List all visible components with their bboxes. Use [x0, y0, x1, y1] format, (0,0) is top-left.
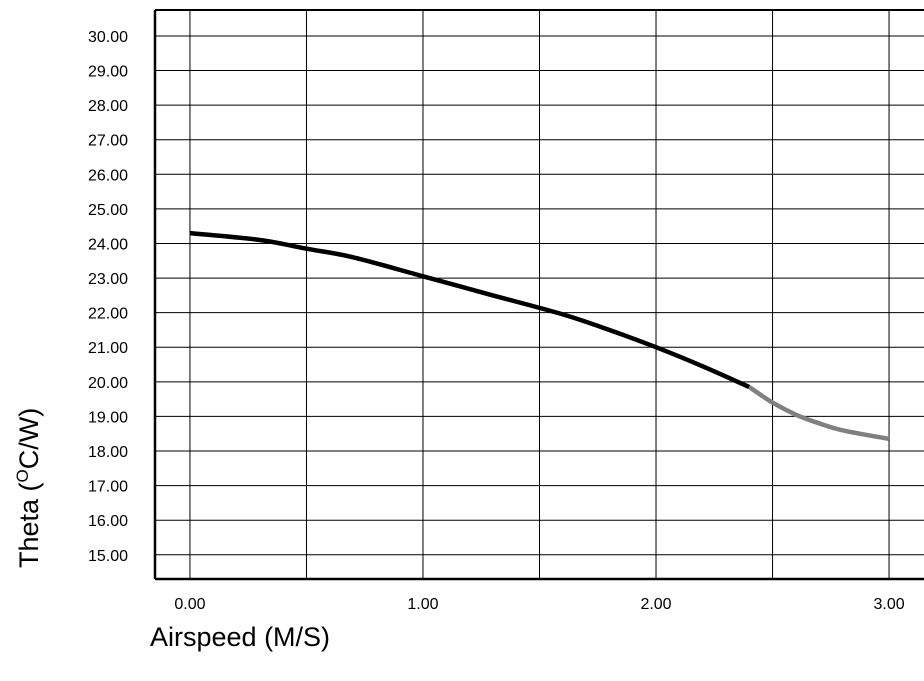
grid: [155, 10, 924, 579]
y-tick-label: 23.00: [88, 271, 128, 288]
y-tick-label: 22.00: [88, 306, 128, 323]
x-tick-labels: 0.00 1.00 2.00 3.00: [174, 596, 904, 613]
series-line-2: [747, 385, 890, 442]
series-group: [189, 230, 890, 442]
y-tick-label: 18.00: [88, 444, 128, 461]
y-tick-labels: 30.00 29.00 28.00 27.00 26.00 25.00 24.00 23.00…: [88, 29, 128, 565]
y-tick-label: 16.00: [88, 513, 128, 530]
y-tick-label: 27.00: [88, 133, 128, 150]
y-tick-label: 30.00: [88, 29, 128, 46]
y-tick-label: 29.00: [88, 64, 128, 81]
series-line-1: [189, 230, 751, 390]
axes: [153, 9, 924, 581]
x-axis-title: Airspeed (M/S): [150, 622, 330, 652]
y-tick-label: 17.00: [88, 479, 128, 496]
y-tick-label: 20.00: [88, 375, 128, 392]
y-tick-label: 26.00: [88, 167, 128, 184]
y-axis-title-sup: O: [13, 469, 32, 482]
x-tick-label: 3.00: [873, 596, 904, 613]
y-tick-label: 28.00: [88, 98, 128, 115]
y-axis-title: Theta (OC/W): [13, 408, 44, 568]
y-tick-label: 19.00: [88, 409, 128, 426]
y-tick-label: 21.00: [88, 340, 128, 357]
y-tick-label: 25.00: [88, 202, 128, 219]
x-tick-label: 2.00: [640, 596, 671, 613]
y-tick-label: 24.00: [88, 236, 128, 253]
y-tick-label: 15.00: [88, 548, 128, 565]
y-axis-title-prefix: Theta (: [14, 482, 44, 568]
x-tick-label: 0.00: [174, 596, 205, 613]
y-axis-title-suffix: C/W): [14, 408, 44, 469]
x-tick-label: 1.00: [407, 596, 438, 613]
